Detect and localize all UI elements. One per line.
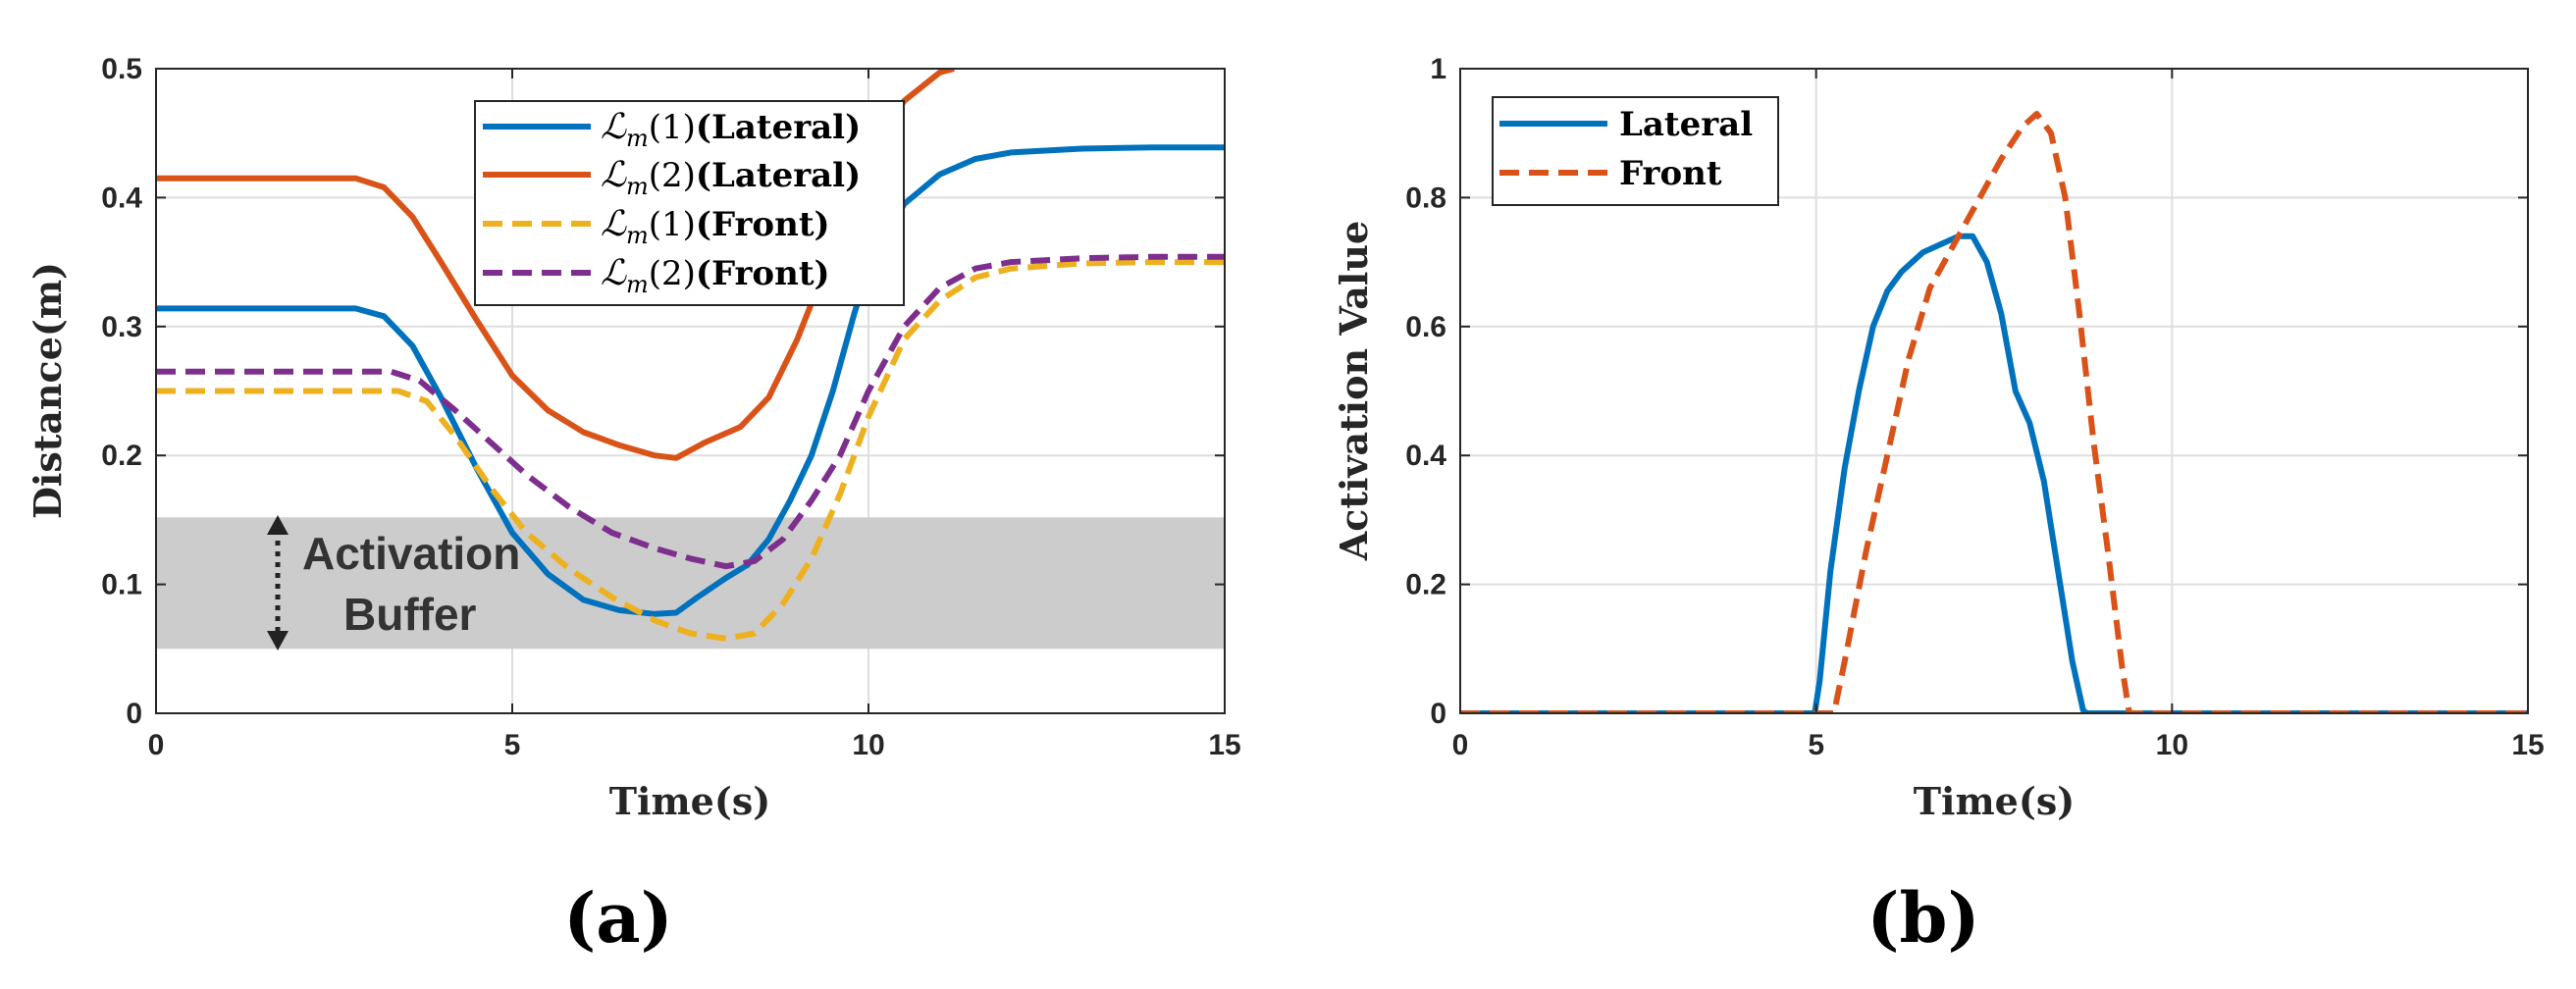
chart-a-legend: ℒm(1)(Lateral) ℒm(2)(Lateral) ℒm(1)(Fron… xyxy=(474,100,905,306)
legend-a-tag-4: (Front) xyxy=(696,254,830,293)
legend-a-label-2: ℒm(2)(Lateral) xyxy=(601,155,861,200)
chart-a-ylabel: Distance(m) xyxy=(26,262,70,519)
legend-a-item-3: ℒm(1)(Front) xyxy=(483,204,830,249)
legend-a-script-4: ℒ xyxy=(601,253,627,293)
legend-a-tag-2: (Lateral) xyxy=(696,156,861,195)
legend-a-item-4: ℒm(2)(Front) xyxy=(483,253,830,298)
legend-b-label-1: Lateral xyxy=(1619,105,1753,144)
chart-b-xlabel: Time(s) xyxy=(1914,779,2075,823)
chart-a-series xyxy=(156,69,1225,642)
series-line-4 xyxy=(156,253,1225,570)
y-tick-label: 0.4 xyxy=(101,182,142,214)
y-tick-label: 0.8 xyxy=(1405,182,1446,214)
legend-a-label-1: ℒm(1)(Lateral) xyxy=(601,107,861,152)
x-tick-label: 0 xyxy=(148,729,165,761)
chart-b-series xyxy=(1460,111,2528,713)
y-tick-label: 0.5 xyxy=(101,53,142,85)
chart-b-panel-label: (b) xyxy=(1866,877,1979,959)
legend-a-item-1: ℒm(1)(Lateral) xyxy=(483,107,861,152)
chart-b-axes-box xyxy=(1459,68,2529,714)
series-line-1 xyxy=(1460,233,2528,713)
buffer-arrow-up-head xyxy=(267,515,289,535)
x-tick-label: 5 xyxy=(504,729,521,761)
legend-a-label-4: ℒm(2)(Front) xyxy=(601,253,830,298)
x-tick-label: 5 xyxy=(1808,729,1824,761)
y-tick-label: 0.3 xyxy=(101,311,142,343)
legend-b-item-2: Front xyxy=(1499,154,1722,193)
legend-a-arg-2: (2) xyxy=(649,156,696,195)
chart-a-ticks: 0 5 10 15 0 0.1 0.2 0.3 0.4 0.5 xyxy=(101,53,1240,761)
chart-b-legend: Lateral Front xyxy=(1492,96,1779,206)
chart-b-ticks: 0 5 10 15 0 0.2 0.4 0.6 0.8 1 xyxy=(1405,53,2544,761)
buffer-label-line2: Buffer xyxy=(343,589,477,640)
legend-a-arg-3: (1) xyxy=(649,205,696,244)
y-tick-label: 0 xyxy=(126,698,142,730)
legend-b-label-2: Front xyxy=(1619,154,1722,193)
y-tick-label: 0.2 xyxy=(101,440,142,472)
legend-b-item-1: Lateral xyxy=(1499,105,1753,144)
legend-a-tag-3: (Front) xyxy=(696,205,830,244)
legend-a-sub-2: m xyxy=(626,173,649,200)
legend-a-sub-3: m xyxy=(626,222,649,249)
x-tick-label: 15 xyxy=(2511,729,2544,761)
chart-a-axes-box xyxy=(155,68,1226,714)
series-line-1 xyxy=(156,144,1225,617)
legend-a-sub-1: m xyxy=(626,125,649,152)
y-tick-label: 0.4 xyxy=(1405,440,1446,472)
legend-a-script-3: ℒ xyxy=(601,204,627,244)
x-tick-label: 10 xyxy=(2156,729,2188,761)
buffer-label-line1: Activation xyxy=(302,528,520,579)
legend-a-script-2: ℒ xyxy=(601,155,627,195)
y-tick-label: 0.6 xyxy=(1405,311,1446,343)
chart-a: 0 5 10 15 0 0.1 0.2 0.3 0.4 0.5 Activation Buffer… xyxy=(26,53,1241,959)
chart-a-panel-label: (a) xyxy=(563,877,673,959)
y-tick-label: 0 xyxy=(1430,698,1446,730)
chart-b-legend-box xyxy=(1492,96,1779,206)
activation-buffer-band xyxy=(156,517,1225,650)
chart-b-ylabel: Activation Value xyxy=(1332,221,1376,561)
y-tick-label: 0.1 xyxy=(101,569,142,601)
legend-a-script-1: ℒ xyxy=(601,107,627,147)
chart-b-gridlines xyxy=(1460,69,2528,713)
x-tick-label: 15 xyxy=(1208,729,1240,761)
legend-a-sub-4: m xyxy=(626,271,649,298)
x-tick-label: 10 xyxy=(852,729,884,761)
chart-a-xlabel: Time(s) xyxy=(609,779,770,823)
legend-a-label-3: ℒm(1)(Front) xyxy=(601,204,830,249)
buffer-arrow-down-head xyxy=(267,631,289,651)
series-line-3 xyxy=(156,259,1225,642)
legend-a-item-2: ℒm(2)(Lateral) xyxy=(483,155,861,200)
legend-a-arg-1: (1) xyxy=(649,108,696,147)
chart-b: 0 5 10 15 0 0.2 0.4 0.6 0.8 1 Lateral Front Time(… xyxy=(1332,53,2545,959)
legend-a-arg-4: (2) xyxy=(649,254,696,293)
y-tick-label: 1 xyxy=(1430,53,1446,85)
y-tick-label: 0.2 xyxy=(1405,569,1446,601)
series-line-2 xyxy=(1460,111,2528,713)
x-tick-label: 0 xyxy=(1452,729,1469,761)
legend-a-tag-1: (Lateral) xyxy=(696,108,861,147)
